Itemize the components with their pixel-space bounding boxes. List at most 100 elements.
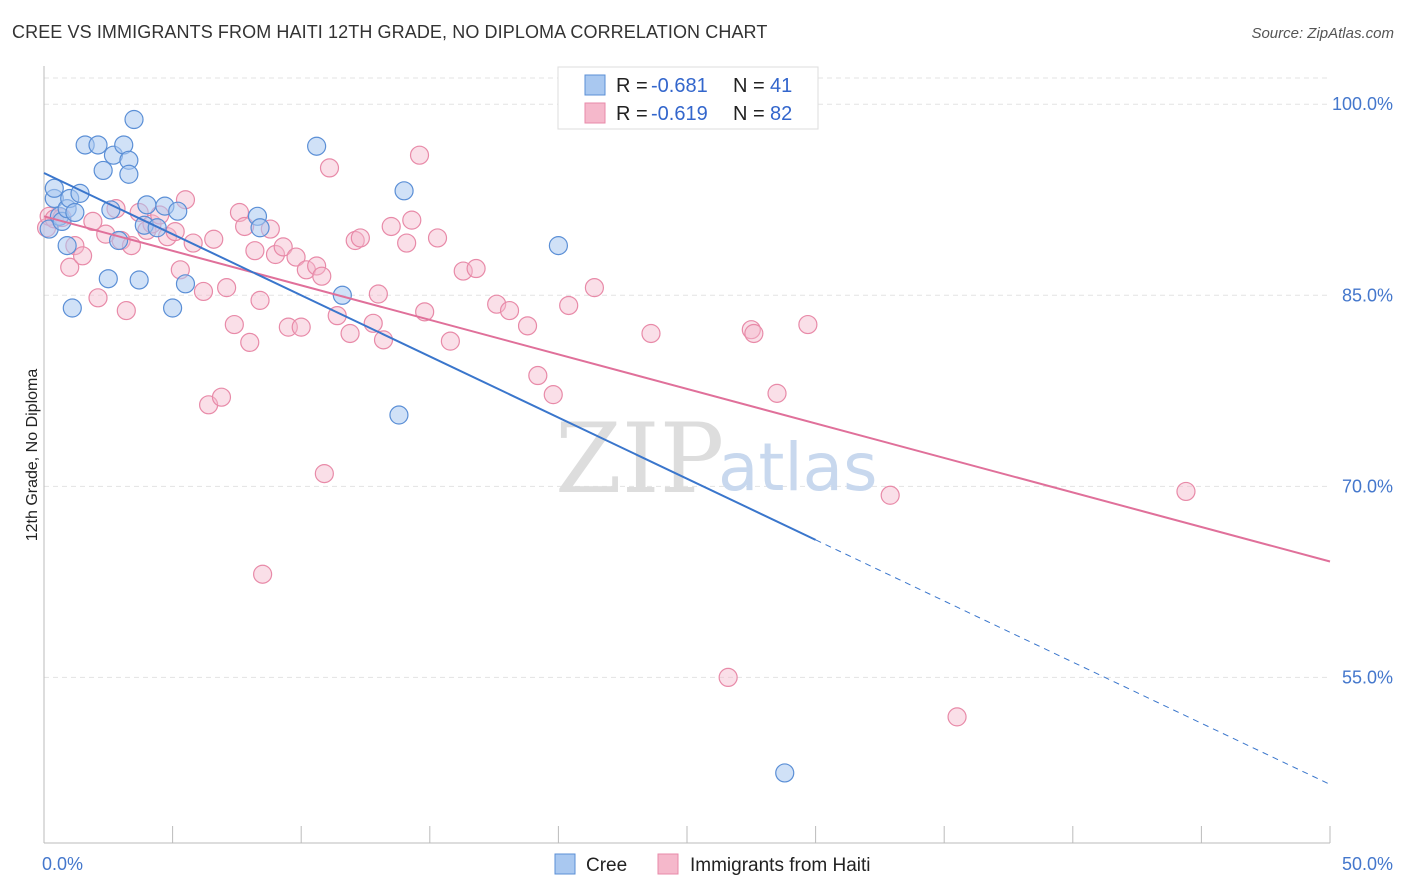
cree-points	[39, 109, 795, 783]
haiti-point-39	[291, 317, 311, 337]
haiti-point-8	[88, 288, 108, 308]
cree-point-31	[250, 218, 270, 238]
cree-point-15	[101, 200, 121, 220]
haiti-point-42	[312, 266, 332, 286]
haiti-point-66	[559, 295, 579, 316]
haiti-point-67	[584, 278, 605, 298]
cree-point-29	[175, 274, 196, 294]
cree-point-21	[124, 109, 144, 130]
haiti-point-23	[193, 281, 214, 302]
y-tick-label-3: 55.0%	[1342, 667, 1393, 687]
haiti-point-36	[273, 237, 293, 257]
haiti-point-26	[211, 387, 232, 407]
haiti-point-58	[440, 331, 460, 351]
haiti-point-38	[286, 247, 306, 267]
y-tick-labels: 100.0% 85.0% 70.0% 55.0%	[1332, 94, 1393, 687]
legend-n-value-cree: 41	[770, 75, 792, 97]
haiti-point-53	[397, 233, 417, 253]
haiti-point-69	[718, 667, 738, 688]
bottom-legend-label-haiti: Immigrants from Haiti	[690, 855, 871, 876]
legend-n-label-cree: N =	[733, 75, 765, 97]
cree-point-36	[548, 236, 569, 256]
cree-point-37	[775, 763, 795, 783]
cree-point-5	[57, 236, 77, 256]
haiti-point-48	[350, 228, 370, 248]
haiti-point-71	[744, 323, 764, 344]
legend-r-label-haiti: R =	[616, 103, 648, 125]
cree-point-22	[129, 270, 149, 290]
haiti-point-28	[224, 314, 244, 335]
haiti-point-55	[409, 145, 430, 165]
y-tick-label-0: 100.0%	[1332, 94, 1393, 114]
haiti-point-25	[204, 229, 224, 249]
cree-point-27	[163, 298, 183, 318]
cree-point-34	[389, 405, 409, 425]
cree-trend-line-extension	[815, 539, 1331, 785]
haiti-point-72	[767, 383, 787, 403]
haiti-point-4	[60, 257, 80, 277]
haiti-point-52	[381, 216, 401, 237]
haiti-point-12	[116, 300, 136, 321]
cree-point-12	[88, 135, 108, 155]
haiti-point-57	[427, 228, 448, 248]
legend-n-label-haiti: N =	[733, 103, 765, 125]
watermark: ZIP atlas	[555, 403, 878, 515]
cree-point-13	[93, 160, 113, 181]
haiti-point-47	[345, 230, 365, 251]
y-tick-label-2: 70.0%	[1342, 476, 1393, 496]
y-tick-label-1: 85.0%	[1342, 285, 1393, 305]
legend-swatch-cree	[584, 74, 606, 96]
haiti-point-31	[240, 332, 260, 353]
haiti-point-27	[217, 278, 237, 298]
haiti-point-51	[373, 330, 394, 350]
haiti-point-74	[880, 485, 900, 505]
haiti-point-33	[250, 290, 270, 310]
trend-lines	[43, 172, 1331, 785]
haiti-point-63	[517, 316, 538, 336]
watermark-atlas: atlas	[718, 429, 878, 506]
haiti-point-65	[543, 385, 563, 405]
cree-point-2	[44, 178, 64, 198]
haiti-points	[36, 145, 1196, 727]
cree-point-32	[307, 136, 327, 156]
haiti-point-60	[466, 258, 486, 279]
cree-point-9	[65, 202, 85, 223]
haiti-point-54	[402, 210, 422, 230]
x-tick-label-0: 0.0%	[42, 854, 83, 874]
haiti-point-32	[245, 241, 265, 261]
axes	[43, 66, 1331, 844]
cree-point-8	[62, 298, 82, 318]
haiti-point-43	[314, 464, 334, 484]
haiti-point-77	[253, 564, 273, 584]
haiti-point-68	[641, 323, 661, 344]
haiti-point-41	[307, 256, 327, 276]
haiti-point-75	[947, 707, 967, 727]
stats-legend: R = -0.681 N = 41 R = -0.619 N = 82	[557, 66, 819, 130]
legend-n-value-haiti: 82	[770, 103, 792, 125]
haiti-point-35	[265, 244, 286, 265]
chart-source: Source: ZipAtlas.com	[1251, 25, 1394, 42]
haiti-point-46	[340, 323, 360, 344]
cree-trend-line	[43, 172, 817, 541]
cree-point-14	[98, 269, 118, 289]
cree-point-24	[137, 195, 157, 215]
legend-r-value-haiti: -0.619	[651, 103, 708, 125]
haiti-point-44	[319, 158, 340, 178]
cree-point-20	[119, 164, 139, 184]
watermark-zip: ZIP	[555, 403, 724, 515]
haiti-point-73	[798, 314, 818, 335]
x-tick-label-1: 50.0%	[1342, 854, 1393, 874]
x-tick-labels: 0.0% 50.0%	[42, 854, 1393, 874]
haiti-point-64	[528, 365, 548, 386]
haiti-point-6	[72, 246, 93, 266]
legend-swatch-haiti	[584, 102, 606, 124]
series-legend: Cree Immigrants from Haiti	[554, 853, 871, 876]
chart-title: CREE VS IMMIGRANTS FROM HAITI 12TH GRADE…	[12, 22, 768, 42]
haiti-point-76	[1176, 481, 1196, 502]
cree-point-28	[168, 201, 188, 221]
y-axis-label: 12th Grade, No Diploma	[24, 369, 41, 542]
cree-point-33	[332, 285, 352, 305]
legend-r-value-cree: -0.681	[651, 75, 708, 97]
bottom-legend-label-cree: Cree	[586, 855, 627, 876]
